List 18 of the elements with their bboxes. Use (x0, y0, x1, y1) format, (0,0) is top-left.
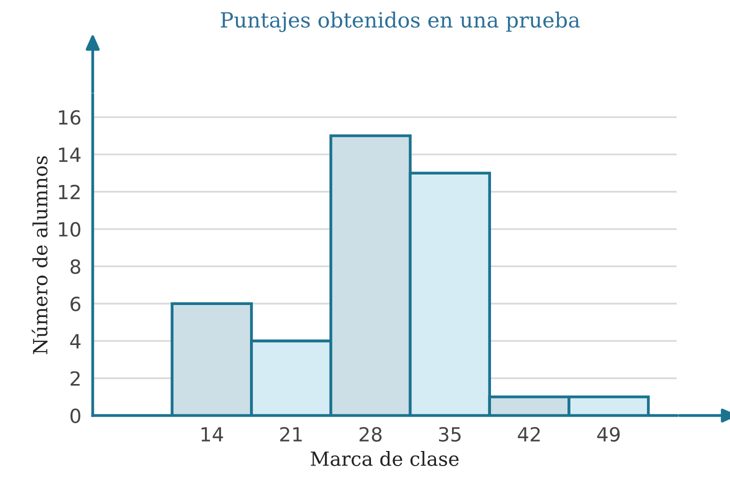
y-tick-label: 6 (70, 296, 80, 312)
y-tick-label: 0 (70, 408, 80, 424)
y-tick-label: 8 (70, 259, 80, 274)
y-axis-title: Número de alumnos (32, 156, 48, 354)
x-tick-label: 42 (518, 426, 540, 442)
x-tick-label: 14 (202, 427, 224, 442)
y-tick-label: 4 (70, 334, 81, 348)
y-tick-label: 12 (58, 184, 80, 200)
y-tick-label: 2 (70, 371, 80, 386)
chart-title: Puntajes obtenidos en una prueba (220, 12, 580, 32)
x-tick-label: 21 (280, 426, 302, 442)
x-axis-title: Marca de clase (310, 451, 459, 466)
y-tick-label: 10 (58, 222, 80, 237)
x-tick-label: 49 (597, 426, 620, 442)
y-tick-label: 14 (58, 148, 81, 162)
x-tick-label: 35 (439, 426, 461, 442)
x-tick-label: 28 (360, 426, 382, 442)
y-tick-label: 16 (58, 110, 80, 125)
